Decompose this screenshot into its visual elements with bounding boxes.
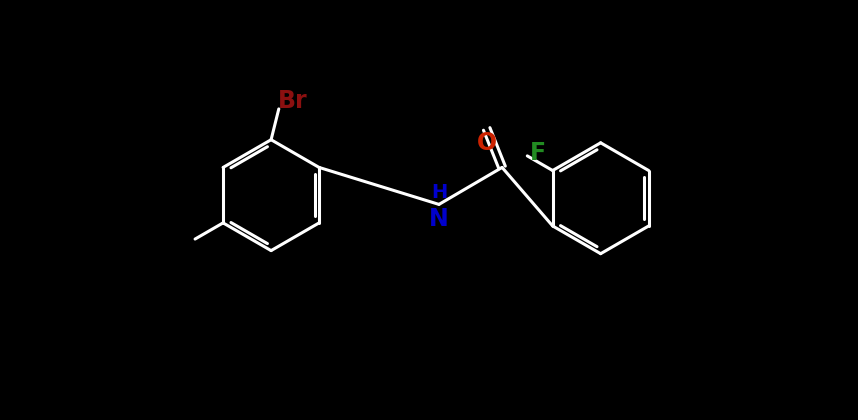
Text: H: H [431, 183, 447, 202]
Text: O: O [477, 131, 497, 155]
Text: F: F [530, 141, 547, 165]
Text: N: N [429, 207, 449, 231]
Text: Br: Br [278, 89, 307, 113]
